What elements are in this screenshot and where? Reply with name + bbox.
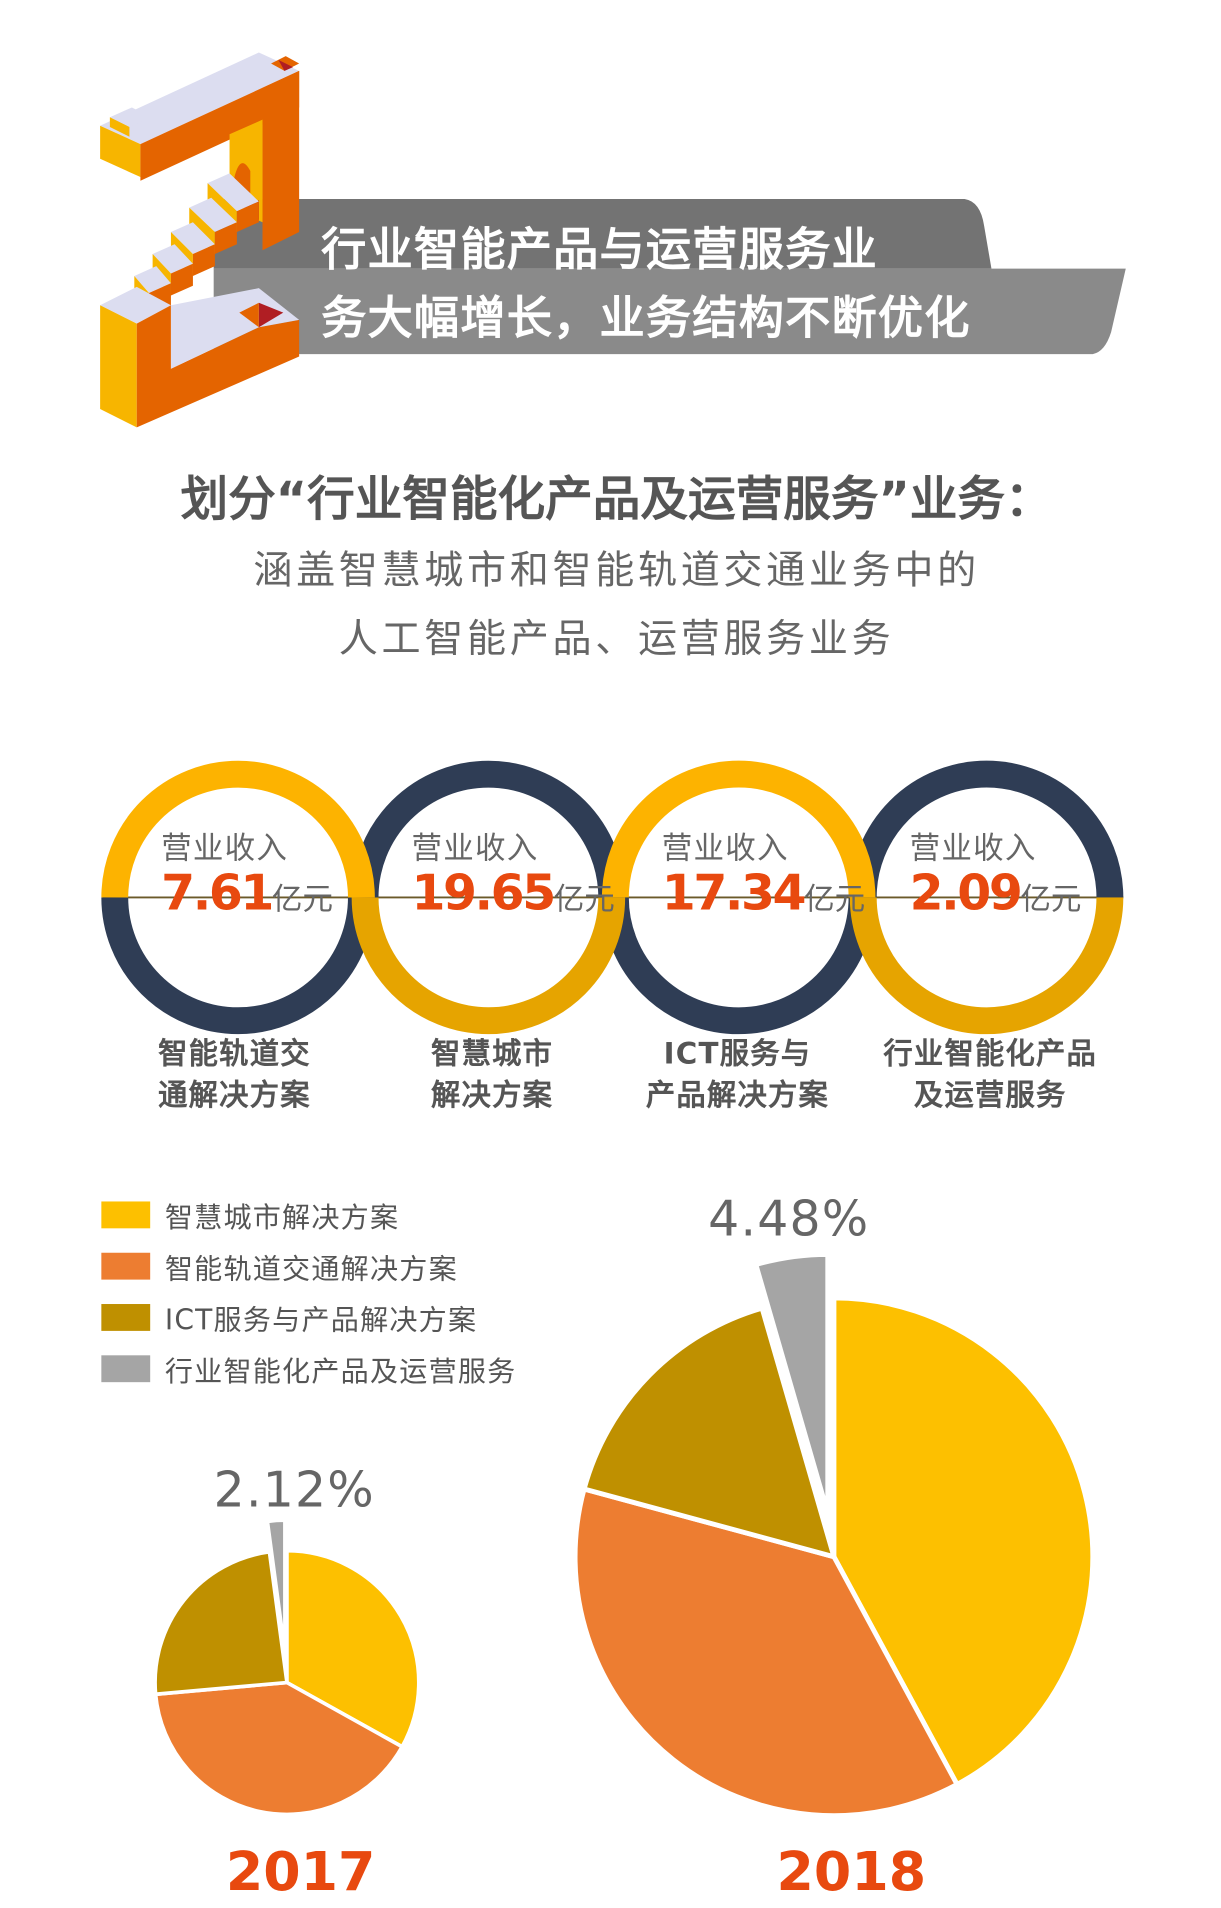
caption-line-2: 通解决方案	[158, 1078, 311, 1113]
pie-2018-annotation: 4.48%	[708, 1191, 870, 1248]
staircase-two-logo	[100, 52, 300, 428]
legend-item: 智能轨道交通解决方案	[101, 1252, 458, 1286]
revenue-value: 17.34	[661, 865, 807, 922]
ring-3-caption: ICT服务与 产品解决方案	[603, 1033, 872, 1116]
pie-2018-slice-2	[572, 1486, 960, 1819]
pie-2017-slice-2	[153, 1680, 404, 1817]
ring-1-bottom-arc	[101, 897, 375, 1035]
ring-3-bottom-arc	[601, 897, 876, 1035]
legend-label: 行业智能化产品及运营服务	[164, 1356, 517, 1389]
caption-line-1: 智慧城市	[431, 1036, 554, 1071]
banner-line-2: 务大幅增长，业务结构不断优化	[321, 291, 971, 345]
ring-4-revenue: 营业收入 2.09亿元	[910, 824, 1154, 922]
pie-2018-slice-3	[581, 1305, 837, 1560]
caption-line-1: 智能轨道交	[158, 1036, 311, 1071]
ring-2-revenue: 营业收入 19.65亿元	[411, 824, 655, 922]
pie-2017-title: 2017	[225, 1841, 376, 1904]
banner	[213, 199, 1126, 355]
pie-2017-slice-1	[285, 1548, 421, 1749]
revenue-value: 19.65	[411, 865, 556, 922]
legend-label: 智慧城市解决方案	[164, 1202, 400, 1235]
revenue-unit: 亿元	[804, 881, 866, 917]
ring-1-caption: 智能轨道交 通解决方案	[100, 1033, 369, 1116]
legend-label: 智能轨道交通解决方案	[164, 1253, 458, 1286]
ring-2-top-arc	[351, 760, 626, 898]
legend-swatch	[101, 1355, 151, 1383]
ring-3-top-arc	[601, 760, 876, 898]
caption-line-1: ICT服务与	[663, 1036, 812, 1071]
revenue-unit: 亿元	[553, 881, 615, 917]
pie-2018-slice-1	[831, 1295, 1096, 1787]
ring-4-top-arc	[849, 760, 1124, 898]
banner-line-1: 行业智能产品与运营服务业	[321, 223, 878, 276]
legend-item: ICT服务与产品解决方案	[101, 1303, 477, 1337]
ring-2-caption: 智慧城市 解决方案	[358, 1033, 627, 1116]
subtitle-line-1: 涵盖智慧城市和智能轨道交通业务中的	[253, 547, 980, 594]
revenue-label: 营业收入	[411, 830, 539, 866]
revenue-label: 营业收入	[909, 830, 1037, 866]
pie-2018-title: 2018	[776, 1841, 927, 1904]
ring-4-caption: 行业智能化产品 及运营服务	[856, 1033, 1125, 1116]
ring-1-top-arc	[101, 760, 375, 898]
ring-1-revenue: 营业收入 7.61亿元	[161, 824, 405, 922]
header-graphic	[100, 52, 1126, 428]
subtitle-line-2: 人工智能产品、运营服务业务	[338, 615, 895, 662]
revenue-rings	[101, 760, 1124, 1035]
revenue-unit: 亿元	[1020, 881, 1082, 917]
ring-3-revenue: 营业收入 17.34亿元	[662, 824, 906, 922]
pie-2017-annotation: 2.12%	[213, 1462, 375, 1519]
revenue-value: 2.09	[909, 865, 1023, 922]
caption-line-2: 解决方案	[431, 1078, 554, 1113]
ring-4-bottom-arc	[849, 897, 1124, 1035]
caption-line-1: 行业智能化产品	[883, 1036, 1098, 1071]
pie-2017-slice-3	[153, 1550, 289, 1697]
revenue-label: 营业收入	[161, 830, 289, 866]
revenue-unit: 亿元	[271, 881, 333, 917]
pie-2017-slice-4	[265, 1518, 287, 1654]
revenue-label: 营业收入	[661, 830, 789, 866]
caption-line-2: 及运营服务	[913, 1078, 1067, 1113]
legend-swatch	[101, 1201, 151, 1229]
legend-label: ICT服务与产品解决方案	[164, 1305, 478, 1337]
legend-item: 智慧城市解决方案	[101, 1200, 399, 1234]
legend-swatch	[101, 1252, 151, 1280]
caption-line-2: 产品解决方案	[645, 1078, 830, 1113]
headline: 划分“行业智能化产品及运营服务”业务：	[180, 472, 1053, 528]
legend-item: 行业智能化产品及运营服务	[101, 1354, 516, 1388]
revenue-value: 7.61	[161, 865, 274, 922]
legend-swatch	[101, 1304, 151, 1331]
pie-2018-slice-4	[753, 1251, 831, 1516]
ring-2-bottom-arc	[351, 897, 626, 1035]
